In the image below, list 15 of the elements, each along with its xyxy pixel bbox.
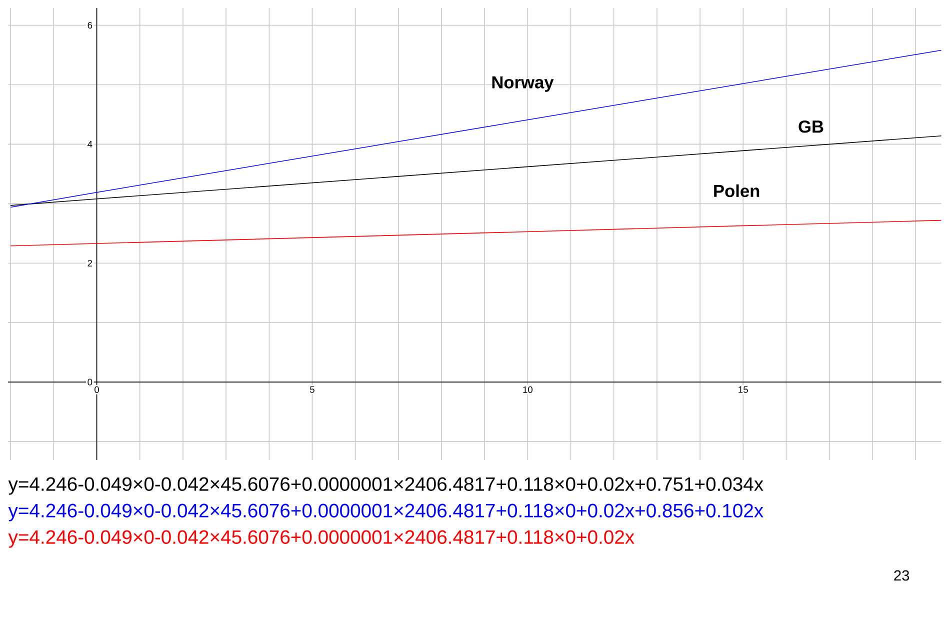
series-label: Norway [492,76,554,92]
text: y=4.246-0.049×0-0.042×45.6076+0.0000001×2406.4817+0.118×0+0.02x+0.751+0.034x [8,477,764,495]
series-label: Polen [714,184,760,198]
x-tick-label: 0 [94,386,100,393]
x-tick-label: 15 [738,386,748,393]
y-tick-label: 2 [88,260,92,266]
y-tick-label: 4 [88,140,92,148]
x-tick-label: 5 [310,386,314,393]
y-tick-label: 6 [88,22,92,29]
series-label: GB [798,120,824,133]
x-tick-label: 10 [523,386,532,393]
y-tick-label: 0 [88,378,92,386]
text: y=4.246-0.049×0-0.042×45.6076+0.0000001×2406.4817+0.118×0+0.02x+0.856+0.102x [8,504,764,522]
text: y=4.246-0.049×0-0.042×45.6076+0.0000001×2406.4817+0.118×0+0.02x [8,530,634,548]
text: 23 [894,570,910,581]
